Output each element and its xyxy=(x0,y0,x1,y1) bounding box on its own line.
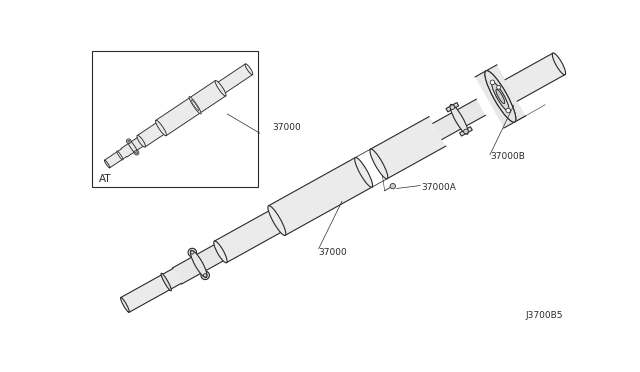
Ellipse shape xyxy=(215,80,226,96)
Text: AT: AT xyxy=(99,174,112,185)
Ellipse shape xyxy=(485,71,516,122)
Ellipse shape xyxy=(506,108,511,113)
Polygon shape xyxy=(217,64,253,94)
Ellipse shape xyxy=(137,135,145,147)
Ellipse shape xyxy=(128,140,130,142)
Polygon shape xyxy=(173,244,225,284)
Ellipse shape xyxy=(161,273,172,291)
Text: J3700B5: J3700B5 xyxy=(525,311,563,320)
Ellipse shape xyxy=(156,120,166,136)
Text: 37000: 37000 xyxy=(272,123,301,132)
Polygon shape xyxy=(121,269,181,312)
Ellipse shape xyxy=(189,97,201,114)
Bar xyxy=(92,51,259,187)
Polygon shape xyxy=(104,149,127,168)
Polygon shape xyxy=(214,210,283,263)
Ellipse shape xyxy=(496,89,505,103)
Polygon shape xyxy=(137,122,165,147)
Ellipse shape xyxy=(191,100,199,110)
Ellipse shape xyxy=(127,140,138,154)
Ellipse shape xyxy=(134,150,139,155)
Ellipse shape xyxy=(127,139,131,144)
Polygon shape xyxy=(371,116,445,179)
Ellipse shape xyxy=(355,157,372,187)
Ellipse shape xyxy=(268,206,286,235)
Ellipse shape xyxy=(188,248,196,257)
Ellipse shape xyxy=(492,82,509,110)
Polygon shape xyxy=(269,158,372,235)
Ellipse shape xyxy=(120,298,129,312)
Polygon shape xyxy=(156,81,226,136)
Ellipse shape xyxy=(191,250,207,278)
Text: 37000B: 37000B xyxy=(491,152,525,161)
Polygon shape xyxy=(446,103,459,112)
Ellipse shape xyxy=(490,80,495,85)
Ellipse shape xyxy=(136,152,138,154)
Polygon shape xyxy=(460,127,472,136)
Polygon shape xyxy=(121,137,144,157)
Text: 37000A: 37000A xyxy=(421,183,456,192)
Ellipse shape xyxy=(104,160,110,168)
Ellipse shape xyxy=(496,89,505,103)
Polygon shape xyxy=(505,53,565,101)
Ellipse shape xyxy=(450,105,454,109)
Text: 37000: 37000 xyxy=(319,248,348,257)
Ellipse shape xyxy=(204,274,207,277)
Ellipse shape xyxy=(492,82,509,110)
Ellipse shape xyxy=(245,64,253,75)
Ellipse shape xyxy=(450,105,468,134)
Ellipse shape xyxy=(214,241,227,263)
Ellipse shape xyxy=(201,271,209,280)
Ellipse shape xyxy=(116,151,123,160)
Ellipse shape xyxy=(191,251,194,254)
Ellipse shape xyxy=(463,129,468,134)
Ellipse shape xyxy=(485,71,516,122)
Ellipse shape xyxy=(497,86,500,89)
Polygon shape xyxy=(433,99,485,140)
Ellipse shape xyxy=(390,183,396,189)
Polygon shape xyxy=(475,65,525,128)
Ellipse shape xyxy=(552,53,566,75)
Ellipse shape xyxy=(370,149,388,179)
